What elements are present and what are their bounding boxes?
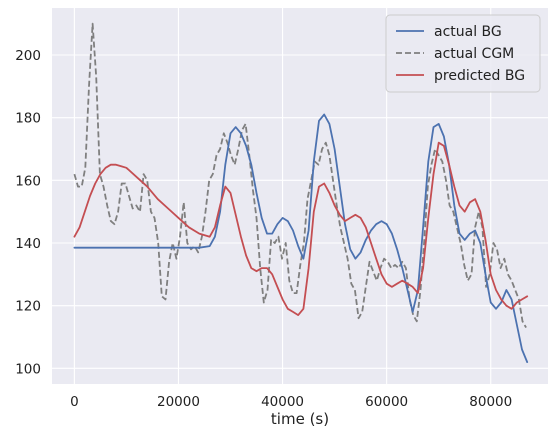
x-tick-label: 20000: [157, 394, 200, 410]
x-tick-label: 40000: [261, 394, 304, 410]
series-line-actual-cgm: [73, 22, 527, 329]
series-line-predicted-bg: [73, 141, 529, 316]
legend-box: [385, 14, 541, 93]
x-tick-label: 0: [70, 394, 79, 410]
y-tick-label: 140: [15, 236, 41, 252]
x-tick-label: 80000: [469, 394, 512, 410]
y-tick-label: 160: [15, 173, 41, 189]
tick-labels: 0 20000 40000 60000 80000 100 120 140 160 180 200: [15, 48, 512, 410]
y-tick-label: 180: [15, 111, 41, 127]
legend-label: predicted BG: [434, 68, 525, 84]
legend: actual BG actual CGM predicted BG: [385, 14, 541, 93]
y-tick-label: 120: [15, 299, 41, 315]
legend-label: actual BG: [434, 24, 502, 40]
x-axis-title: time (s): [271, 410, 329, 428]
series-line-actual-bg: [73, 113, 529, 363]
series-layer: [73, 22, 529, 363]
legend-label: actual CGM: [434, 46, 514, 62]
y-tick-label: 100: [15, 361, 41, 377]
x-tick-label: 60000: [365, 394, 408, 410]
y-tick-label: 200: [15, 48, 41, 64]
